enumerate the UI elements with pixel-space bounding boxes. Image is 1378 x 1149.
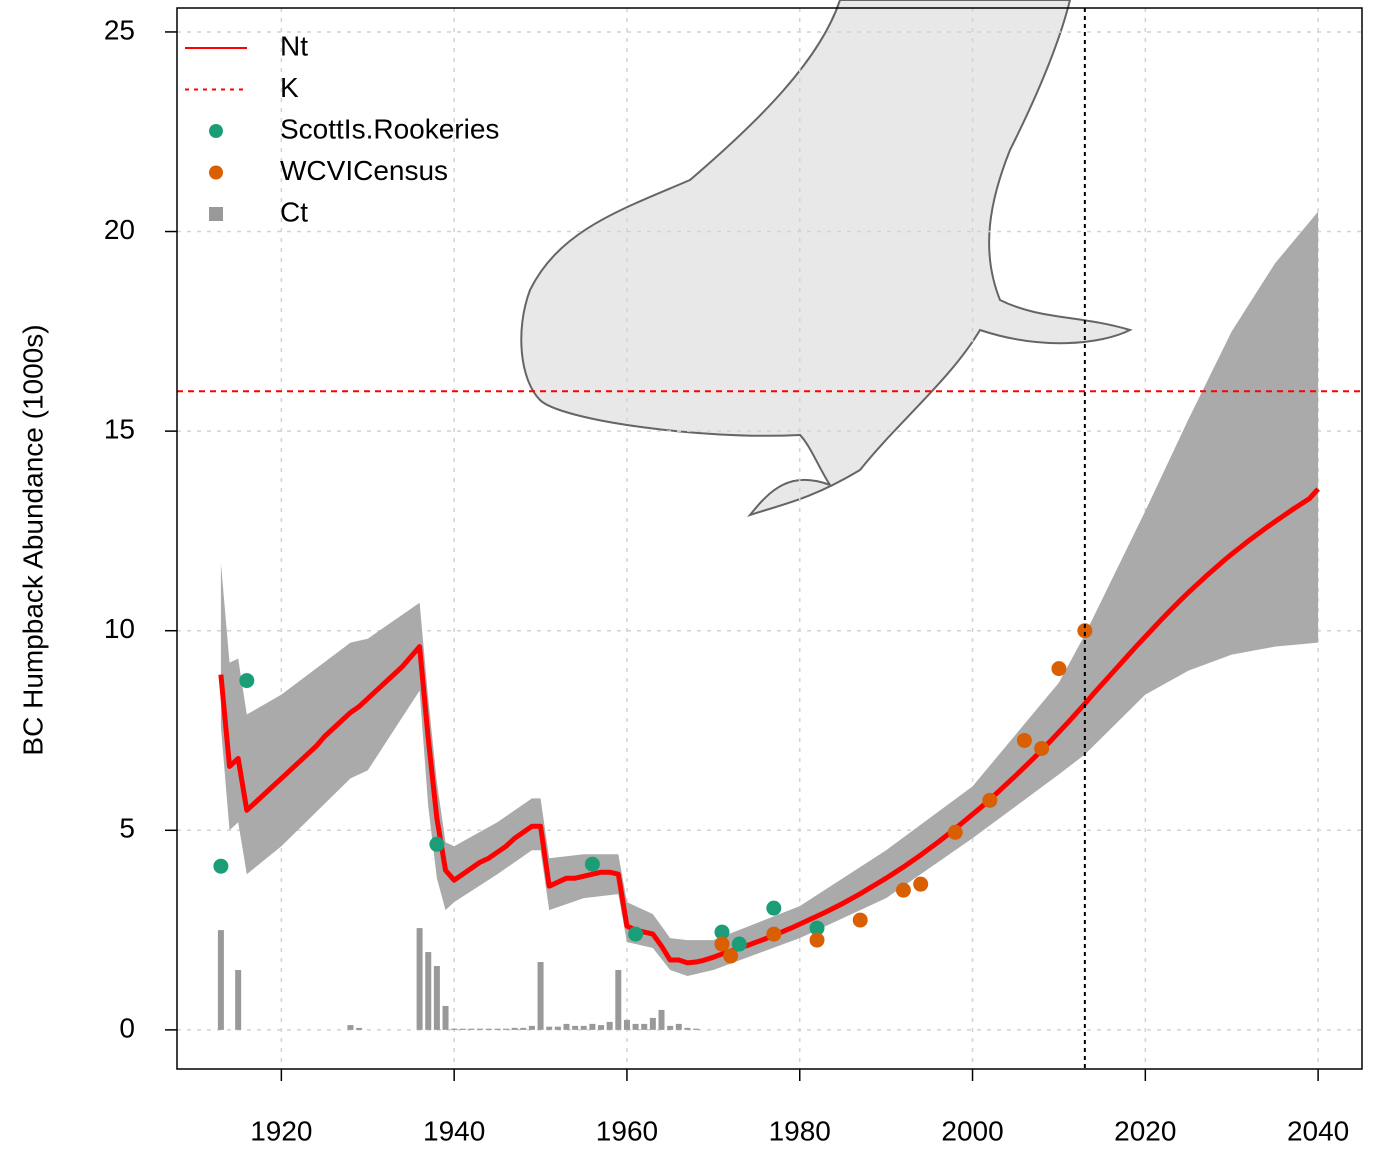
point [584, 856, 600, 872]
bar [485, 1028, 492, 1030]
legend-label: WCVICensus [280, 155, 448, 186]
bar [459, 1028, 466, 1030]
bar [217, 930, 224, 1030]
legend-label: Nt [280, 30, 308, 61]
point [913, 876, 929, 892]
bar [675, 1023, 682, 1030]
x-tick-label: 1980 [769, 1115, 831, 1146]
x-tick-label: 1920 [250, 1115, 312, 1146]
x-tick-label: 2000 [941, 1115, 1003, 1146]
point [1051, 661, 1067, 677]
bar [667, 1025, 674, 1030]
legend-symbol [209, 165, 223, 180]
bar [563, 1023, 570, 1030]
point [628, 926, 644, 942]
legend-label: Ct [280, 196, 308, 227]
x-tick-label: 1940 [423, 1115, 485, 1146]
plot-frame [176, 7, 1363, 1070]
bar [623, 1019, 630, 1030]
x-tick-label: 1960 [596, 1115, 658, 1146]
bar [477, 1028, 484, 1030]
bar [589, 1023, 596, 1030]
point [895, 882, 911, 898]
bar [442, 1005, 449, 1030]
bar [235, 970, 242, 1030]
bar [502, 1028, 509, 1030]
point [239, 673, 255, 689]
bar [641, 1023, 648, 1030]
point [714, 924, 730, 940]
x-tick-label: 2020 [1114, 1115, 1176, 1146]
point [947, 824, 963, 840]
point [982, 792, 998, 808]
bar [606, 1021, 613, 1030]
bar [520, 1027, 527, 1030]
point [766, 900, 782, 916]
point [809, 932, 825, 948]
point [1016, 732, 1032, 748]
x-tick-label: 2040 [1287, 1115, 1349, 1146]
bar [511, 1027, 518, 1030]
bar [658, 1009, 665, 1030]
point [1077, 623, 1093, 639]
y-tick-label: 10 [104, 613, 135, 644]
bar [693, 1028, 700, 1030]
point [766, 926, 782, 942]
bar [425, 952, 432, 1030]
bar [580, 1025, 587, 1030]
y-tick-label: 5 [119, 813, 135, 844]
bar [572, 1025, 579, 1030]
bar [433, 966, 440, 1030]
y-tick-label: 15 [104, 414, 135, 445]
bar [347, 1025, 354, 1030]
legend-label: ScottIs.Rookeries [280, 113, 499, 144]
point [213, 858, 229, 874]
y-tick-label: 0 [119, 1012, 135, 1043]
bar [528, 1025, 535, 1030]
confidence-band [220, 211, 1319, 976]
y-axis-label: BC Humpback Abundance (1000s) [17, 324, 48, 755]
point [1034, 740, 1050, 756]
bar [546, 1026, 553, 1030]
bar [416, 928, 423, 1030]
bar [356, 1027, 363, 1030]
legend-symbol [209, 124, 223, 138]
point [809, 920, 825, 936]
point [731, 936, 747, 952]
point [723, 948, 739, 964]
y-tick-label: 20 [104, 214, 135, 245]
bar [554, 1026, 561, 1030]
bar [598, 1025, 605, 1030]
bar [684, 1027, 691, 1030]
bar [615, 970, 622, 1030]
bar [632, 1023, 639, 1030]
bar [494, 1028, 501, 1030]
illustration [520, 0, 1133, 518]
y-tick-label: 25 [104, 14, 135, 45]
legend-label: K [280, 72, 299, 103]
bar [537, 962, 544, 1030]
bar [468, 1028, 475, 1030]
point [714, 936, 730, 952]
point [429, 836, 445, 852]
legend-symbol [209, 207, 223, 221]
point [852, 912, 868, 928]
bar [649, 1017, 656, 1030]
bar [451, 1028, 458, 1030]
